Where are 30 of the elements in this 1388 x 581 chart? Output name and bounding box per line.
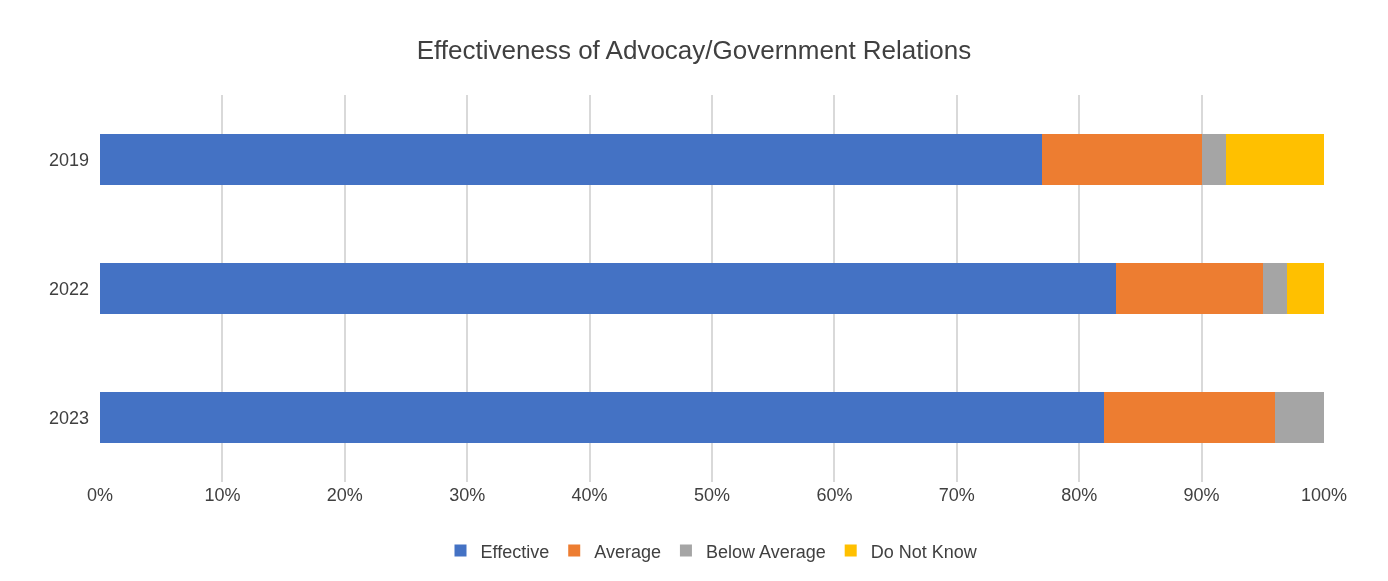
x-tick-label: 50% xyxy=(693,485,731,505)
bar xyxy=(1287,262,1324,315)
legend-label: Do Not Know xyxy=(870,541,978,562)
bar xyxy=(1275,391,1324,444)
y-tick-label: 2019 xyxy=(48,149,89,170)
bar xyxy=(100,133,1043,186)
x-tick-label: 30% xyxy=(449,485,486,505)
x-tick-label: 20% xyxy=(326,485,363,505)
x-tick-label: 10% xyxy=(204,485,241,505)
bar xyxy=(1103,391,1276,444)
bar xyxy=(1115,262,1263,315)
x-tick-label: 70% xyxy=(938,485,975,505)
bar xyxy=(1262,262,1288,315)
x-tick-label: 90% xyxy=(1183,485,1220,505)
x-tick-label: 60% xyxy=(816,485,853,505)
y-tick-label: 2022 xyxy=(48,278,89,299)
bar xyxy=(1042,133,1202,186)
x-tick-label: 100% xyxy=(1300,485,1348,505)
bar xyxy=(1226,133,1324,186)
legend-label: Effective xyxy=(480,541,550,562)
chart-title: Effectiveness of Advocay/Government Relations xyxy=(416,34,972,65)
bar xyxy=(1201,133,1227,186)
x-tick-label: 80% xyxy=(1061,485,1098,505)
x-tick-label: 0% xyxy=(86,485,114,505)
y-tick-label: 2023 xyxy=(48,407,89,428)
legend-label: Average xyxy=(594,541,661,562)
bar xyxy=(100,262,1116,315)
x-tick-label: 40% xyxy=(571,485,608,505)
legend-label: Below Average xyxy=(705,541,826,562)
bar xyxy=(100,391,1104,444)
